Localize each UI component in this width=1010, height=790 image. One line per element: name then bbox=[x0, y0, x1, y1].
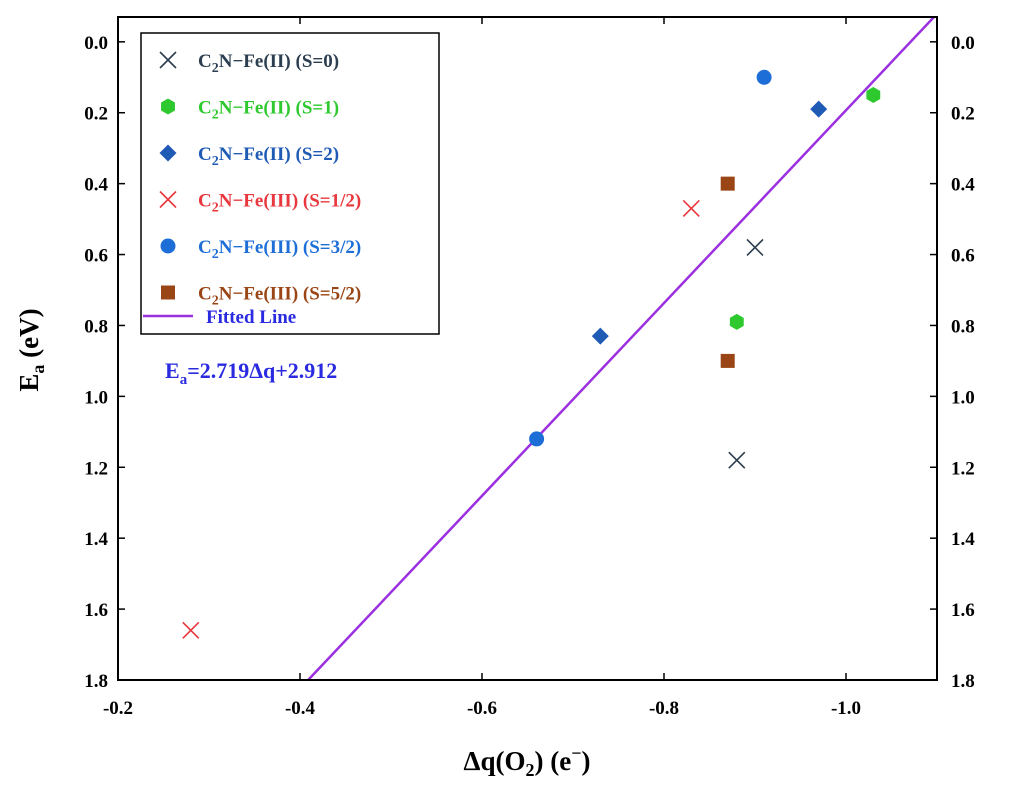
data-point-s5-p1 bbox=[720, 353, 735, 368]
x-axis-title: Δq(O2) (e−) bbox=[464, 743, 591, 780]
legend-label: C2N−Fe(III) (S=1/2) bbox=[198, 191, 361, 216]
x-tick-label: -0.8 bbox=[649, 698, 679, 719]
x-tick-label: -0.6 bbox=[467, 698, 497, 719]
y-tick-label-right: 0.6 bbox=[951, 246, 975, 267]
y-tick-label-left: 0.2 bbox=[84, 104, 108, 125]
x-tick-label: -0.2 bbox=[103, 698, 133, 719]
legend-marker bbox=[159, 144, 177, 162]
legend-entry: C2N−Fe(II) (S=0) bbox=[159, 51, 339, 76]
legend-entry: C2N−Fe(III) (S=1/2) bbox=[159, 190, 361, 216]
legend-entry: C2N−Fe(II) (S=1) bbox=[161, 98, 339, 123]
data-point-s0-p1 bbox=[728, 451, 746, 469]
data-point-s1-p1 bbox=[729, 313, 744, 330]
y-tick-label-right: 0.2 bbox=[951, 104, 975, 125]
y-tick-label-left: 1.6 bbox=[84, 600, 108, 621]
plot-frame bbox=[117, 16, 938, 681]
legend-label: C2N−Fe(II) (S=0) bbox=[198, 51, 339, 76]
y-tick-label-left: 0.8 bbox=[84, 316, 108, 337]
data-point-s0-p0 bbox=[746, 238, 764, 257]
y-tick-label-left: 1.2 bbox=[84, 458, 108, 479]
fit-equation: Ea=2.719Δq+2.912 bbox=[165, 358, 337, 388]
y-tick-label-right: 1.6 bbox=[951, 600, 975, 621]
y-tick-label-left: 0.4 bbox=[84, 175, 108, 196]
data-point-s3-p1 bbox=[182, 621, 200, 639]
x-tick-label: -0.4 bbox=[285, 698, 316, 719]
y-tick-label-right: 1.8 bbox=[951, 671, 975, 692]
x-tick-label: -1.0 bbox=[831, 698, 861, 719]
legend-fitted-line-label: Fitted Line bbox=[206, 307, 296, 328]
legend-label: C2N−Fe(III) (S=3/2) bbox=[198, 237, 361, 262]
y-tick-label-left: 1.4 bbox=[84, 529, 108, 550]
y-axis-title: Ea (eV) bbox=[14, 308, 48, 391]
legend-entry: C2N−Fe(II) (S=2) bbox=[159, 144, 339, 169]
data-point-s2-p0 bbox=[810, 100, 828, 118]
data-point-s2-p1 bbox=[591, 327, 609, 345]
legend-marker bbox=[159, 51, 177, 69]
axis-ticks: -0.2 -0.4 -0.6 -0.8 -1.0 0.0 0.0 0.2 0.2 0.4 0.4 0.… bbox=[84, 17, 975, 719]
y-tick-label-right: 1.0 bbox=[951, 387, 975, 408]
y-tick-label-right: 1.4 bbox=[951, 529, 975, 550]
y-tick-label-left: 0.0 bbox=[84, 33, 108, 54]
legend-entry: C2N−Fe(III) (S=3/2) bbox=[160, 237, 361, 262]
legend-label: C2N−Fe(II) (S=2) bbox=[198, 144, 339, 169]
legend-marker bbox=[160, 238, 176, 254]
data-point-s5-p0 bbox=[720, 176, 735, 191]
legend-label: C2N−Fe(II) (S=1) bbox=[198, 98, 339, 123]
data-point-s4-p0 bbox=[756, 69, 772, 85]
y-tick-label-left: 0.6 bbox=[84, 246, 108, 267]
legend-label: C2N−Fe(III) (S=5/2) bbox=[198, 284, 361, 309]
legend: C2N−Fe(II) (S=0) C2N−Fe(II) (S=1) C2N−Fe(I… bbox=[140, 32, 440, 335]
y-tick-label-right: 0.0 bbox=[951, 33, 975, 54]
legend-box bbox=[140, 32, 440, 335]
y-tick-label-left: 1.8 bbox=[84, 671, 108, 692]
y-tick-label-right: 0.4 bbox=[951, 175, 975, 196]
data-points-layer bbox=[182, 69, 881, 639]
legend-marker bbox=[161, 98, 175, 115]
y-tick-label-left: 1.0 bbox=[84, 387, 108, 408]
data-point-s3-p0 bbox=[682, 199, 700, 218]
y-tick-label-right: 1.2 bbox=[951, 458, 975, 479]
legend-marker bbox=[159, 190, 177, 209]
legend-marker bbox=[161, 285, 175, 300]
fitted-line-layer bbox=[307, 17, 936, 680]
data-point-s4-p1 bbox=[529, 431, 545, 447]
legend-entry: C2N−Fe(III) (S=5/2) bbox=[161, 284, 361, 309]
data-point-s1-p0 bbox=[866, 87, 881, 103]
fitted-line bbox=[307, 17, 936, 680]
y-tick-label-right: 0.8 bbox=[951, 316, 975, 337]
